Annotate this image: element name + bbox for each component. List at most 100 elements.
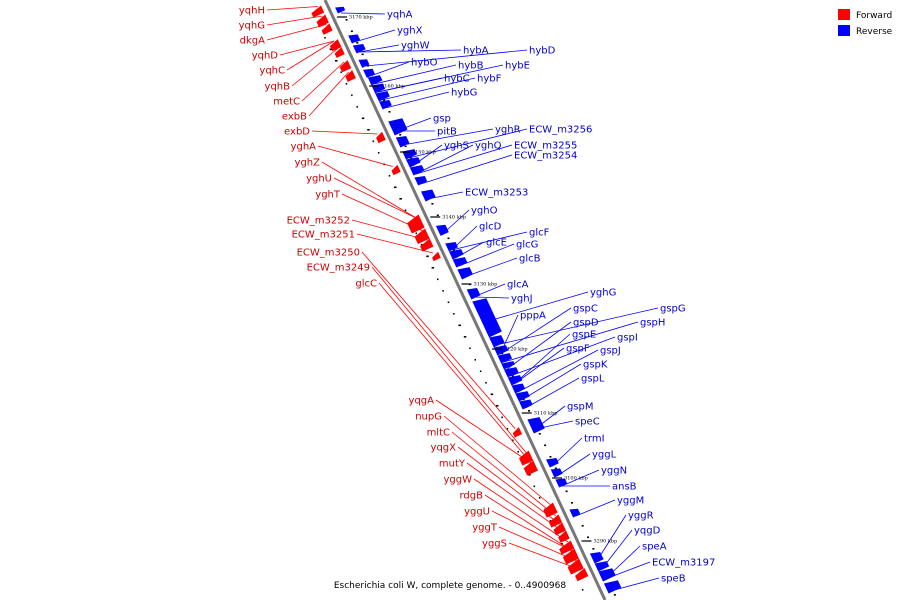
gene-label: yghG xyxy=(590,288,616,299)
reverse-gene-arrow xyxy=(507,375,523,386)
label-leader-line xyxy=(266,15,323,26)
forward-gene-arrow xyxy=(575,568,589,582)
label-leader-line xyxy=(457,446,560,525)
label-leader-line xyxy=(443,415,551,506)
label-leader-line xyxy=(513,333,571,385)
gene-label: yghZ xyxy=(295,158,321,169)
feature-dot xyxy=(469,347,471,350)
label-leader-line xyxy=(458,243,515,267)
gene-label: yghO xyxy=(471,206,498,217)
feature-dot xyxy=(453,313,455,315)
tick-label: 3170 kbp xyxy=(349,15,373,21)
forward-gene-arrow xyxy=(316,14,329,28)
feature-dot xyxy=(517,451,519,453)
label-leader-line xyxy=(279,40,335,56)
reverse-gene-arrow xyxy=(569,508,581,518)
feature-dot xyxy=(533,485,536,488)
label-leader-line xyxy=(552,437,583,467)
label-leader-line xyxy=(596,514,627,562)
feature-dot xyxy=(570,502,573,504)
label-leader-line xyxy=(370,61,410,77)
gene-label: glcF xyxy=(529,228,550,239)
gene-label: hybC xyxy=(444,74,470,85)
label-leader-line xyxy=(371,266,527,454)
gene-label: yghU xyxy=(306,174,332,185)
reverse-gene-arrow xyxy=(348,34,361,44)
forward-gene-arrow xyxy=(376,131,386,144)
legend-reverse-label: Reverse xyxy=(856,27,893,37)
feature-dot xyxy=(426,255,429,258)
gene-label: yghW xyxy=(401,41,430,52)
feature-dot xyxy=(388,175,391,177)
gene-label: nupG xyxy=(415,412,442,423)
label-leader-line xyxy=(525,377,580,409)
feature-dot xyxy=(377,152,380,154)
feature-dot xyxy=(388,111,391,113)
reverse-gene-arrow xyxy=(493,345,509,356)
feature-dot xyxy=(324,37,326,39)
gene-label: ECW_m3250 xyxy=(297,248,360,259)
label-leader-line xyxy=(381,77,476,101)
genome-caption: Escherichia coli W, complete genome. - 0… xyxy=(334,581,567,591)
gene-label: gspI xyxy=(617,333,638,344)
gene-label: yghR xyxy=(495,125,521,136)
gene-label: hybF xyxy=(477,74,502,85)
label-leader-line xyxy=(311,130,378,135)
reverse-gene-arrow xyxy=(445,242,458,252)
feature-dot xyxy=(335,60,338,62)
gene-label: yqhC xyxy=(259,66,285,77)
reverse-gene-arrow xyxy=(603,580,622,594)
feature-dot xyxy=(340,71,342,74)
feature-dot xyxy=(544,444,547,447)
label-leader-line xyxy=(286,40,335,71)
label-leader-line xyxy=(341,12,386,15)
tick-label: 3120 kbp xyxy=(504,347,528,353)
gene-label: gspE xyxy=(572,330,596,341)
label-leader-line xyxy=(534,405,566,430)
label-leader-line xyxy=(605,561,651,580)
label-leader-line xyxy=(266,6,319,11)
forward-gene-arrow xyxy=(334,47,345,58)
label-leader-line xyxy=(427,191,464,200)
label-leader-line xyxy=(517,349,599,393)
gene-label: yggT xyxy=(472,523,498,534)
tick-label: 3290 kbp xyxy=(593,539,617,545)
feature-dot xyxy=(485,382,487,384)
reverse-gene-arrow xyxy=(489,335,505,348)
reverse-gene-arrow xyxy=(466,288,481,300)
tick-label: 3150 kbp xyxy=(412,150,436,156)
reverse-gene-arrow xyxy=(511,383,526,394)
gene-label: yqhA xyxy=(387,10,413,21)
gene-label: gsp xyxy=(433,114,451,125)
label-leader-line xyxy=(451,231,528,251)
feature-dot xyxy=(549,520,552,522)
feature-dot xyxy=(345,19,348,21)
forward-gene-arrow xyxy=(407,214,425,234)
feature-dot xyxy=(592,548,595,550)
gene-label: ECW_m3251 xyxy=(292,230,355,241)
gene-label: glcB xyxy=(519,254,541,265)
feature-dot xyxy=(613,594,616,596)
label-leader-line xyxy=(510,336,616,377)
gene-label: glcE xyxy=(486,238,507,249)
feature-dot xyxy=(501,416,503,419)
forward-gene-arrow xyxy=(329,39,342,52)
label-leader-line xyxy=(508,542,582,571)
feature-dot xyxy=(415,232,417,235)
feature-dot xyxy=(538,497,541,499)
feature-dot xyxy=(479,370,482,373)
legend-forward-label: Forward xyxy=(856,11,892,21)
gene-label: hybG xyxy=(451,88,477,99)
reverse-gene-arrow xyxy=(379,100,392,110)
label-leader-line xyxy=(365,49,528,67)
legend-forward-swatch xyxy=(838,9,850,20)
forward-gene-arrow xyxy=(339,60,352,73)
feature-dot xyxy=(528,474,531,476)
feature-dot xyxy=(350,30,353,33)
feature-dot xyxy=(356,106,358,108)
reverse-gene-arrow xyxy=(504,367,519,378)
gene-arrows xyxy=(311,5,622,594)
feature-dot xyxy=(431,203,434,205)
gene-label: yqgX xyxy=(431,443,457,454)
reverse-gene-arrow xyxy=(406,157,421,168)
